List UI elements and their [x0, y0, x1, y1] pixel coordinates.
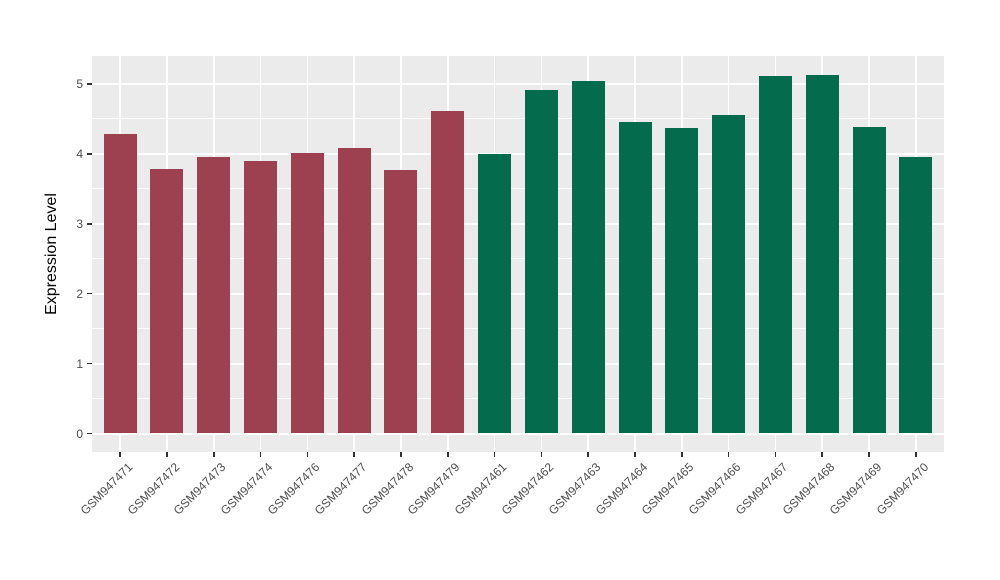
x-tick	[446, 452, 449, 457]
x-tick	[212, 452, 215, 457]
bar-GSM947462	[524, 90, 558, 434]
y-tick	[87, 292, 92, 295]
gridline-minor	[92, 258, 944, 260]
x-tick	[587, 452, 589, 457]
x-tick	[493, 452, 496, 457]
bar-GSM947471	[103, 134, 137, 434]
x-tick	[353, 452, 355, 457]
x-tick	[727, 452, 730, 457]
gridline-major	[92, 152, 944, 155]
y-tick-label: 2	[76, 286, 83, 301]
x-tick	[681, 452, 683, 457]
bar-GSM947464	[618, 121, 652, 434]
bar-GSM947479	[431, 111, 465, 434]
x-tick	[306, 452, 309, 457]
bar-GSM947461	[478, 153, 512, 434]
bar-GSM947474	[244, 160, 278, 434]
plot-panel	[92, 56, 944, 452]
bar-GSM947473	[197, 157, 231, 434]
gridline-minor	[92, 328, 944, 330]
x-tick	[821, 452, 824, 457]
x-tick	[166, 452, 168, 457]
y-tick	[87, 223, 92, 225]
x-tick	[119, 452, 121, 457]
bar-GSM947466	[712, 115, 746, 434]
bar-GSM947468	[805, 74, 839, 434]
y-tick-label: 1	[76, 356, 83, 371]
gridline-major	[92, 222, 944, 225]
gridline-major	[92, 83, 944, 85]
bar-GSM947465	[665, 128, 699, 434]
bar-GSM947463	[571, 80, 605, 434]
bar-GSM947476	[290, 153, 324, 434]
x-tick	[540, 452, 543, 457]
bar-GSM947467	[758, 75, 792, 434]
gridline-major	[92, 292, 944, 295]
x-tick	[400, 452, 402, 457]
y-tick-label: 3	[76, 216, 83, 231]
x-tick	[634, 452, 636, 457]
gridline-major	[92, 432, 944, 435]
bar-GSM947469	[852, 126, 886, 434]
x-tick	[915, 452, 917, 457]
y-tick-label: 4	[76, 146, 83, 161]
bar-GSM947478	[384, 169, 418, 434]
y-tick-label: 5	[76, 77, 83, 91]
gridline-minor	[92, 188, 944, 190]
bar-GSM947470	[899, 156, 933, 434]
gridline-major	[92, 362, 944, 365]
gridline-minor	[92, 398, 944, 400]
y-tick	[87, 362, 92, 365]
bar-GSM947477	[337, 147, 371, 434]
x-tick	[868, 452, 870, 457]
y-tick	[87, 83, 92, 85]
y-tick-label: 0	[76, 426, 83, 441]
x-tick	[259, 452, 262, 457]
bar-GSM947472	[150, 169, 184, 434]
gridline-minor	[92, 118, 944, 120]
y-tick	[87, 432, 92, 435]
y-tick	[87, 153, 92, 155]
x-tick	[774, 452, 777, 457]
